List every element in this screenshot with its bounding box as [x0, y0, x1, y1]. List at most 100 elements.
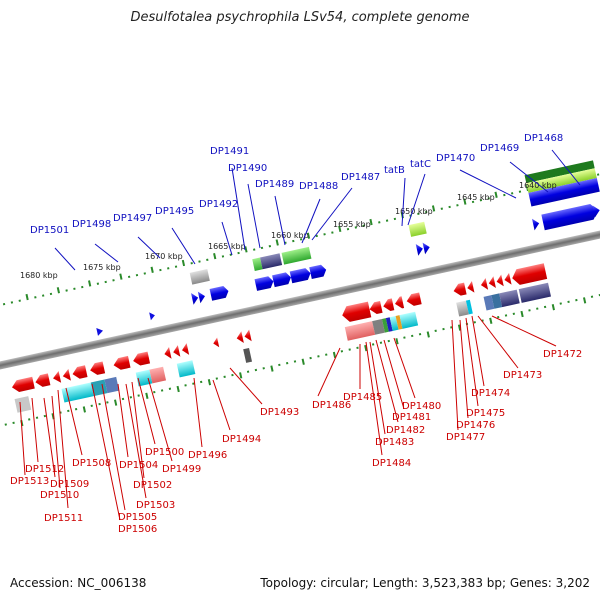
- cog-box: [281, 246, 312, 265]
- tick-mark: [244, 246, 248, 253]
- leader-line: [137, 236, 161, 259]
- gene-label: DP1497: [113, 213, 152, 224]
- gene-arrow: [422, 242, 430, 255]
- leader-line: [451, 319, 459, 431]
- tick-mark: [181, 259, 186, 267]
- leader-line: [459, 169, 517, 199]
- leader-line: [383, 339, 405, 410]
- cog-box: [135, 369, 153, 387]
- tick-mark: [520, 310, 524, 318]
- gene-arrow: [72, 365, 88, 379]
- gene-arrow: [197, 291, 205, 304]
- gene-label: DP1485: [343, 392, 382, 403]
- gene-arrow: [113, 355, 131, 370]
- gene-label: DP1501: [30, 225, 69, 236]
- gene-label: DP1496: [188, 450, 227, 461]
- tick-mark: [82, 406, 86, 413]
- gene-arrow: [532, 218, 540, 231]
- gene-label: DP1505: [118, 512, 157, 523]
- gene-label: DP1500: [145, 447, 184, 458]
- leader-line: [491, 315, 557, 347]
- gene-label: DP1511: [44, 513, 83, 524]
- cog-box: [104, 376, 120, 394]
- gene-arrow: [213, 337, 220, 348]
- cog-box: [408, 221, 427, 237]
- gene-label: DP1474: [471, 388, 510, 399]
- cog-box: [344, 321, 376, 341]
- leader-line: [365, 341, 383, 456]
- gene-label: DP1493: [260, 407, 299, 418]
- scale-label: 1680 kbp: [20, 271, 58, 280]
- reverse-gene-leaders: [19, 315, 557, 521]
- leader-line: [19, 401, 26, 476]
- reverse-cog-boxes: [14, 282, 552, 413]
- gene-label: DP1508: [72, 458, 111, 469]
- gene-arrow: [541, 203, 598, 231]
- gene-arrow: [512, 263, 548, 285]
- gene-label: DP1482: [386, 425, 425, 436]
- gene-label: DP1509: [50, 479, 89, 490]
- leader-line: [51, 395, 61, 489]
- gene-label: DP1469: [480, 143, 519, 154]
- tick-mark: [431, 205, 436, 212]
- leader-line: [117, 383, 129, 458]
- gene-label: tatB: [384, 165, 405, 176]
- gene-arrow: [133, 351, 151, 366]
- tick-mark: [489, 317, 493, 324]
- leader-line: [301, 198, 321, 244]
- gene-arrow: [254, 276, 274, 291]
- cog-box: [243, 347, 253, 363]
- scale-label: 1660 kbp: [271, 231, 309, 240]
- gene-label: DP1512: [25, 464, 64, 475]
- gene-arrow: [496, 274, 504, 287]
- cog-box: [252, 257, 263, 271]
- topology-text: Topology: circular; Length: 3,523,383 bp…: [260, 576, 590, 590]
- leader-line: [125, 383, 147, 499]
- cog-box: [14, 396, 32, 413]
- cog-box: [385, 317, 393, 332]
- gene-label: DP1498: [72, 219, 111, 230]
- tick-mark: [207, 379, 212, 386]
- tick-mark: [270, 365, 274, 372]
- gene-arrow: [62, 368, 71, 381]
- gene-arrow: [467, 280, 475, 293]
- gene-label: DP1513: [10, 476, 49, 487]
- cog-box: [518, 282, 552, 303]
- gene-arrow: [504, 272, 512, 285]
- accession-text: Accession: NC_006138: [10, 576, 147, 590]
- cog-box: [149, 366, 167, 384]
- gene-label: DP1495: [155, 206, 194, 217]
- gene-arrow: [592, 205, 600, 218]
- gene-arrow: [173, 345, 181, 357]
- gene-arrow: [191, 293, 199, 305]
- gene-arrow: [90, 361, 106, 375]
- cog-box: [372, 318, 385, 335]
- gene-arrow: [164, 346, 172, 359]
- leader-line: [465, 317, 479, 407]
- track-frame: [0, 160, 600, 427]
- genome-backbone: [0, 225, 600, 375]
- tick-mark: [150, 266, 154, 273]
- leader-line: [131, 381, 145, 479]
- gene-label: DP1499: [162, 464, 201, 475]
- scale-label: 1665 kbp: [208, 242, 246, 251]
- tick-mark: [457, 324, 462, 331]
- tick-mark: [25, 293, 29, 301]
- tick-mark: [145, 392, 149, 399]
- gene-label: DP1468: [524, 133, 563, 144]
- leader-line: [247, 183, 261, 249]
- gene-label: DP1475: [466, 408, 505, 419]
- cog-box: [491, 293, 503, 309]
- gene-arrow: [149, 312, 155, 321]
- gene-label: DP1494: [222, 434, 261, 445]
- tick-row-lower: [4, 293, 600, 427]
- leader-line: [369, 341, 386, 435]
- cog-box: [61, 382, 94, 403]
- gene-label: DP1484: [372, 458, 411, 469]
- tick-mark: [369, 218, 373, 226]
- leader-line: [137, 377, 156, 445]
- leader-line: [407, 173, 426, 226]
- gene-label: DP1510: [40, 490, 79, 501]
- leader-line: [509, 161, 549, 193]
